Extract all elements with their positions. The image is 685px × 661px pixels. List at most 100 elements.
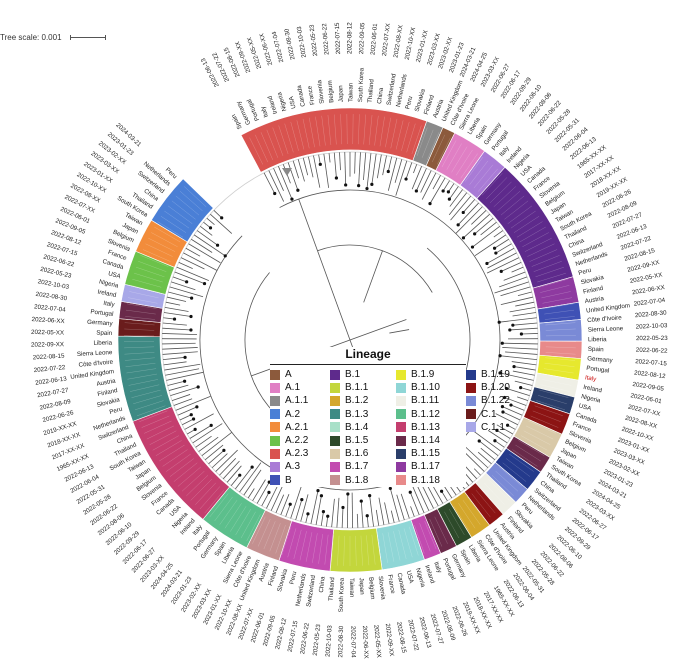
tip-branch (463, 451, 485, 472)
tip-branch (494, 238, 509, 249)
tip-branch (162, 351, 198, 355)
legend-label: B.1.20 (481, 382, 510, 394)
tip-branch (375, 509, 380, 526)
tip-branch (200, 226, 213, 236)
legend-item: A.3 (270, 460, 330, 473)
bootstrap-node (461, 210, 465, 215)
tip-branch (290, 485, 302, 519)
tip-branch (328, 153, 331, 163)
legend-label: B.1.5 (345, 435, 369, 447)
date-label: 2022-05-23 (308, 24, 319, 57)
tip-branch (184, 413, 214, 430)
sequence-label-mark (333, 114, 337, 145)
sequence-label-mark (441, 140, 457, 168)
sequence-label-mark (481, 172, 503, 196)
sequence-label-mark (545, 357, 576, 361)
tip-branch (493, 230, 504, 238)
tip-branch (471, 429, 502, 452)
tip-branch (502, 406, 523, 416)
bootstrap-node (461, 236, 466, 240)
country-label: Taiwan (347, 82, 354, 102)
bootstrap-node (183, 355, 187, 359)
legend-swatch (330, 461, 340, 472)
legend-item: B.1.15 (396, 447, 466, 460)
tip-branch (176, 266, 210, 282)
sequence-label-mark (406, 123, 416, 153)
legend-swatch (330, 448, 340, 459)
sequence-label-mark (518, 440, 545, 456)
tip-branch (442, 180, 450, 192)
tip-branch (177, 406, 198, 416)
country-label: Nigeria (98, 278, 119, 289)
tip-branch (462, 199, 476, 213)
sequence-label-mark (204, 489, 225, 514)
tip-branch (256, 481, 270, 504)
tip-branch (500, 355, 538, 361)
sequence-label-mark (411, 125, 422, 155)
tip-branch (280, 494, 290, 515)
sequence-label-mark (493, 186, 516, 208)
sequence-label-mark (169, 458, 195, 477)
tip-branch (517, 396, 529, 401)
legend-item: B (270, 474, 330, 487)
lineage-color-ring (117, 107, 583, 573)
bootstrap-node (290, 197, 294, 201)
tip-branch (474, 217, 494, 235)
tip-branch (287, 162, 299, 191)
tip-branch (478, 440, 499, 457)
sequence-label-mark (519, 226, 546, 243)
bootstrap-node (189, 413, 193, 417)
bootstrap-node (359, 499, 363, 503)
tip-branch (382, 155, 387, 176)
legend-label: B.1.11 (411, 395, 440, 407)
tree-scale: Tree scale: 0.001 (0, 33, 106, 42)
date-label: 2022-06-XX (31, 316, 64, 325)
tip-branch (390, 510, 395, 523)
bootstrap-node (191, 417, 196, 421)
tip-branch (174, 271, 205, 284)
bootstrap-node (334, 176, 338, 180)
bootstrap-node (506, 423, 510, 427)
legend-swatch (270, 475, 280, 486)
sequence-label-mark (127, 297, 158, 304)
legend-item: A.2.2 (270, 434, 330, 447)
bootstrap-node (300, 497, 304, 502)
sequence-label-mark (535, 266, 565, 278)
tip-branch (502, 347, 538, 350)
sequence-label-mark (487, 478, 510, 501)
sequence-label-mark (134, 400, 164, 411)
legend-item: A.1.1 (270, 394, 330, 407)
bootstrap-node (500, 341, 504, 345)
sequence-label-mark (522, 232, 549, 247)
tip-branch (189, 425, 212, 439)
sequence-label-mark (532, 410, 561, 422)
tip-branch (213, 210, 222, 219)
tip-branch (511, 266, 524, 273)
country-label: Taiwan (348, 578, 355, 598)
bootstrap-node (196, 385, 200, 389)
legend-label: B.1.15 (411, 448, 440, 460)
tip-branch (504, 397, 527, 406)
bootstrap-node (183, 379, 187, 383)
sequence-label-mark (516, 221, 543, 238)
country-label: Portugal (586, 365, 610, 375)
sequence-label-mark (302, 118, 310, 149)
sequence-label-mark (471, 493, 491, 518)
bootstrap-node (344, 183, 348, 187)
tip-branch (441, 491, 448, 502)
bootstrap-node (346, 492, 350, 496)
country-label: USA (288, 95, 298, 110)
date-label: 2022-05-23 (40, 266, 73, 280)
sequence-label-mark (260, 132, 274, 160)
bootstrap-node (497, 320, 501, 324)
legend-swatch (396, 435, 406, 446)
clade-segment (240, 107, 428, 173)
tip-branch (396, 494, 405, 521)
legend-item: A (270, 368, 330, 381)
sequence-label-mark (526, 425, 554, 440)
country-label: Nigeria (276, 91, 288, 112)
sequence-label-mark (166, 453, 191, 472)
tip-branch (315, 495, 322, 525)
sequence-label-mark (126, 303, 157, 309)
